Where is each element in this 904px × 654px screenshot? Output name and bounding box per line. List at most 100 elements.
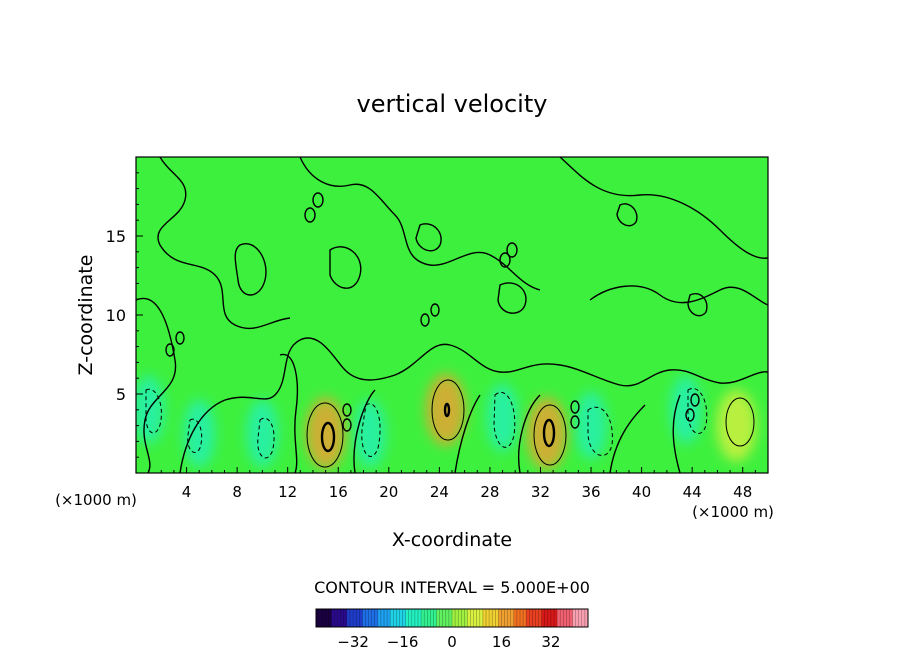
chart-title: vertical velocity bbox=[357, 90, 548, 118]
colorbar-segment bbox=[331, 609, 335, 627]
updraft-core bbox=[716, 389, 757, 462]
colorbar-segment bbox=[433, 609, 437, 627]
colorbar-segment bbox=[408, 609, 413, 627]
x-tick-label: 8 bbox=[232, 483, 242, 501]
colorbar-segment bbox=[399, 609, 403, 627]
x-tick-label: 48 bbox=[733, 483, 752, 501]
colorbar-segment bbox=[421, 609, 425, 627]
colorbar-segment bbox=[439, 609, 444, 627]
colorbar-frame bbox=[315, 608, 589, 628]
colorbar-segment bbox=[560, 609, 564, 627]
colorbar-segment bbox=[538, 609, 542, 627]
colorbar-segment bbox=[356, 609, 360, 627]
colorbar-segment bbox=[387, 609, 391, 627]
x-tick-label: 4 bbox=[182, 483, 192, 501]
colorbar-segment bbox=[328, 609, 332, 627]
colorbar-segment bbox=[384, 609, 388, 627]
colorbar-segment bbox=[569, 609, 573, 627]
updraft-core bbox=[526, 397, 567, 470]
colorbar-segment bbox=[486, 609, 490, 627]
colorbar-segment bbox=[523, 609, 527, 627]
colorbar-segment bbox=[448, 609, 453, 627]
colorbar-segment bbox=[507, 609, 512, 627]
colorbar-segment bbox=[550, 609, 555, 627]
colorbar-segment bbox=[396, 609, 400, 627]
x-tick-label: 20 bbox=[379, 483, 398, 501]
colorbar-segment bbox=[510, 609, 515, 627]
colorbar-segment bbox=[350, 609, 354, 627]
colorbar-segment bbox=[482, 609, 487, 627]
colorbar-segment bbox=[520, 609, 524, 627]
colorbar-segment bbox=[393, 609, 397, 627]
x-unit-label-right: (×1000 m) bbox=[692, 503, 774, 521]
x-axis-ticks: 4 8 12 16 20 24 28 32 36 40 44 48 bbox=[148, 467, 756, 501]
x-tick-label: 40 bbox=[632, 483, 651, 501]
colorbar-segment bbox=[578, 609, 583, 627]
colorbar-segment bbox=[368, 609, 372, 627]
colorbar-segment bbox=[470, 609, 474, 627]
colorbar-segment bbox=[476, 609, 481, 627]
colorbar-segment bbox=[405, 609, 410, 627]
colorbar-segment bbox=[526, 609, 530, 627]
colorbar-segment bbox=[498, 609, 502, 627]
downdraft-zone bbox=[575, 391, 608, 460]
colorbar-segment bbox=[427, 609, 431, 627]
colorbar-segment bbox=[455, 609, 459, 627]
colorbar-segment bbox=[402, 609, 406, 627]
contour-lines bbox=[136, 157, 768, 473]
colorbar-segment bbox=[479, 609, 484, 627]
x-tick-label: 28 bbox=[480, 483, 499, 501]
colorbar-segment bbox=[563, 609, 567, 627]
colorbar-segment bbox=[418, 609, 422, 627]
colorbar-segment bbox=[319, 609, 323, 627]
colorbar-segment bbox=[377, 609, 382, 627]
colorbar-segment bbox=[557, 609, 561, 627]
colorbar-segment bbox=[516, 609, 521, 627]
colorbar-segment bbox=[535, 609, 539, 627]
colorbar-segment bbox=[513, 609, 518, 627]
colorbar-segment bbox=[547, 609, 552, 627]
colorbar-segment bbox=[461, 609, 465, 627]
contour-interval-label: CONTOUR INTERVAL = 5.000E+00 bbox=[314, 578, 590, 597]
colorbar-segment bbox=[504, 609, 508, 627]
downdraft-zone bbox=[246, 399, 279, 468]
y-tick-label: 10 bbox=[106, 306, 126, 325]
colorbar-segment bbox=[325, 609, 329, 627]
colorbar-segment bbox=[316, 609, 320, 627]
colorbar-segment bbox=[467, 609, 471, 627]
x-tick-label: 16 bbox=[329, 483, 348, 501]
colorbar-segment bbox=[414, 609, 419, 627]
colorbar-segment bbox=[445, 609, 450, 627]
colorbar-segment bbox=[424, 609, 428, 627]
colorbar-segment bbox=[473, 609, 478, 627]
colorbar-segment bbox=[365, 609, 369, 627]
colorbar-segment bbox=[353, 609, 357, 627]
colorbar-segment bbox=[380, 609, 385, 627]
x-tick-label: 36 bbox=[581, 483, 600, 501]
colorbar-segment bbox=[359, 609, 363, 627]
colorbar-tick-label: 0 bbox=[447, 633, 457, 651]
colorbar-segment bbox=[442, 609, 447, 627]
colorbar-segment bbox=[495, 609, 499, 627]
colorbar-segment bbox=[492, 609, 496, 627]
colorbar-segment bbox=[501, 609, 505, 627]
colorbar-segment bbox=[371, 609, 376, 627]
colorbar-segment bbox=[436, 609, 440, 627]
colorbar-segment bbox=[340, 609, 345, 627]
x-tick-label: 44 bbox=[683, 483, 702, 501]
colorbar-segment bbox=[566, 609, 570, 627]
colorbar-segment bbox=[541, 609, 546, 627]
y-tick-label: 5 bbox=[116, 385, 126, 404]
colorbar-segment bbox=[411, 609, 416, 627]
colorbar-segment bbox=[346, 609, 351, 627]
downdraft-zone bbox=[669, 375, 702, 444]
colorbar-tick-label: −16 bbox=[387, 633, 419, 651]
x-tick-label: 24 bbox=[430, 483, 449, 501]
colorbar-segment bbox=[322, 609, 326, 627]
colorbar-tick-label: 16 bbox=[492, 633, 511, 651]
colorbar-segment bbox=[362, 609, 366, 627]
colorbar-segment bbox=[529, 609, 533, 627]
colorbar-segment bbox=[374, 609, 379, 627]
